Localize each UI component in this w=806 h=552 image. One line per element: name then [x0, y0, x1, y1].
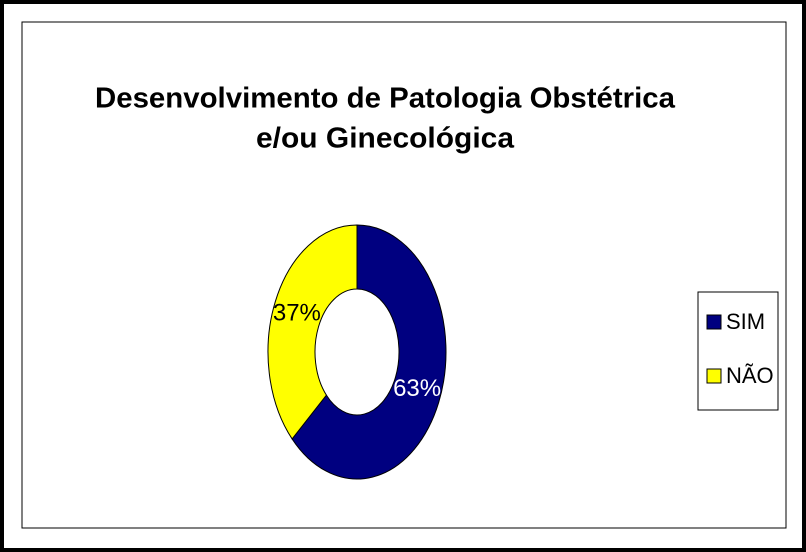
data-label: 63% — [393, 375, 441, 402]
legend-label: NÃO — [726, 363, 774, 388]
legend-marker — [706, 314, 722, 330]
donut-slice — [267, 224, 358, 440]
donut-slice — [291, 224, 447, 480]
legend-marker — [706, 368, 722, 384]
chart-title: e/ou Ginecológica — [256, 123, 515, 155]
legend — [697, 291, 779, 411]
chart-title: Desenvolvimento de Patologia Obstétrica — [95, 83, 676, 115]
data-label: 37% — [273, 300, 321, 327]
legend-label: SIM — [726, 309, 765, 334]
